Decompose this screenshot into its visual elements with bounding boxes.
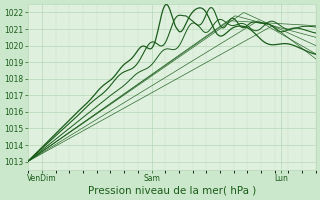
X-axis label: Pression niveau de la mer( hPa ): Pression niveau de la mer( hPa )	[88, 186, 256, 196]
